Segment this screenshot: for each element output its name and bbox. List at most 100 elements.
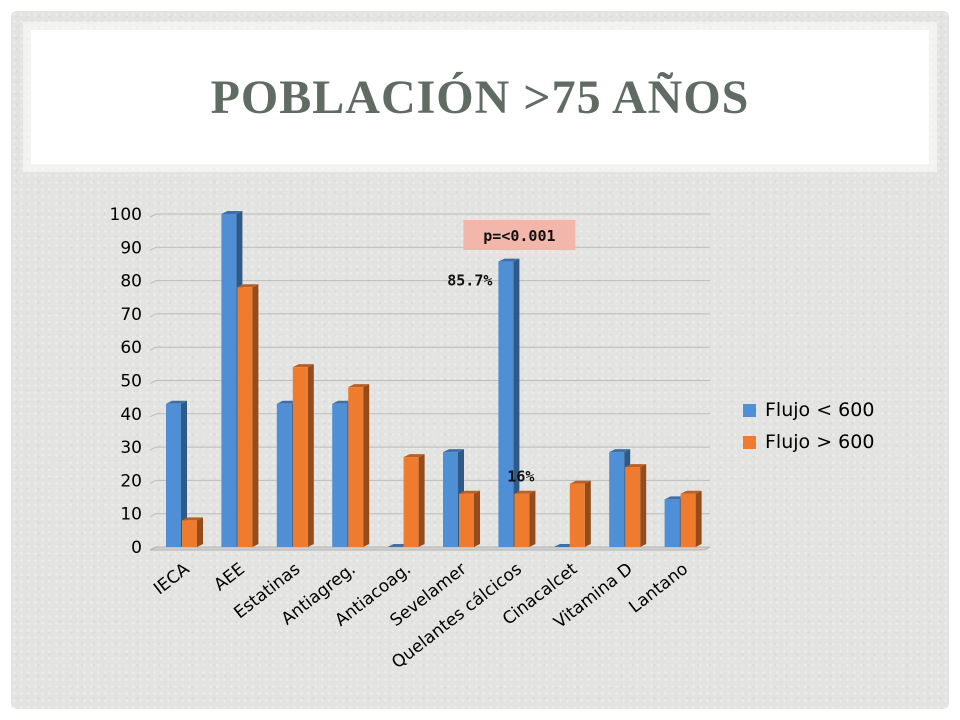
y-tick-label: 80 bbox=[120, 272, 142, 292]
chart-floor-plane bbox=[149, 546, 711, 551]
x-tick-label: AEE bbox=[210, 559, 248, 595]
bar-front bbox=[459, 493, 474, 547]
x-axis-labels: IECA AEEEstatinasAntiagreg.Antiacoag.Seve… bbox=[150, 559, 692, 673]
bar-top bbox=[443, 449, 464, 453]
bar-top bbox=[166, 400, 187, 404]
y-tick-label: 10 bbox=[120, 505, 142, 525]
bar bbox=[237, 284, 259, 547]
data-label: 85.7% bbox=[447, 272, 492, 290]
bar-top bbox=[459, 490, 480, 494]
bar-top bbox=[569, 480, 591, 484]
bar bbox=[625, 464, 647, 547]
bar-top bbox=[292, 364, 314, 368]
y-axis-ticks: 0 10 20 30 40 50 60 70 80 90 100 bbox=[110, 205, 142, 558]
y-tick-label: 0 bbox=[131, 538, 142, 558]
bar bbox=[348, 384, 370, 547]
y-tick-label: 70 bbox=[120, 305, 142, 325]
bar-front bbox=[292, 367, 308, 547]
gridline-depth bbox=[149, 346, 157, 351]
y-tick-label: 20 bbox=[120, 471, 142, 491]
bar-top bbox=[348, 384, 370, 388]
legend-swatch bbox=[743, 404, 756, 417]
bar bbox=[514, 490, 536, 547]
title-box: POBLACIÓN >75 AÑOS bbox=[31, 30, 929, 164]
x-tick-label: IECA bbox=[150, 559, 194, 599]
bar-front bbox=[514, 493, 530, 547]
y-tick-label: 40 bbox=[120, 405, 142, 425]
gridline-depth bbox=[149, 513, 157, 518]
slide-background: POBLACIÓN >75 AÑOS bbox=[11, 11, 949, 709]
bar bbox=[166, 400, 187, 547]
gridline-depth bbox=[149, 380, 157, 384]
bar-front bbox=[332, 403, 348, 547]
bar bbox=[403, 454, 425, 547]
bar-side bbox=[252, 284, 259, 547]
bar bbox=[292, 364, 314, 547]
bar-top bbox=[514, 490, 536, 494]
bar-front bbox=[182, 520, 197, 547]
bar-top bbox=[332, 400, 354, 404]
bar-front bbox=[403, 457, 419, 547]
chart-bars bbox=[166, 211, 702, 547]
bar-side bbox=[307, 364, 314, 547]
gridline-depth bbox=[149, 413, 157, 418]
bar-side bbox=[363, 384, 370, 547]
bar-side bbox=[584, 480, 591, 547]
bar-front bbox=[443, 452, 458, 547]
bar-top bbox=[625, 464, 647, 468]
bar bbox=[182, 517, 203, 547]
bar-front bbox=[221, 214, 237, 547]
chart-annotations: p=<0.001 85.7% 16% bbox=[447, 220, 576, 486]
bar bbox=[387, 544, 409, 547]
bar-front bbox=[625, 467, 641, 547]
bar-top bbox=[498, 258, 520, 262]
chart-floor bbox=[149, 546, 711, 551]
legend-swatch bbox=[743, 436, 756, 449]
bar-side bbox=[197, 517, 203, 547]
bar bbox=[569, 480, 591, 547]
bar-top bbox=[680, 490, 702, 494]
bar bbox=[459, 490, 480, 547]
bar-side bbox=[418, 454, 425, 547]
gridline-depth bbox=[149, 479, 157, 484]
bar-top bbox=[553, 544, 575, 547]
bar-side bbox=[529, 490, 536, 547]
bar-top bbox=[182, 517, 203, 521]
bar-front bbox=[276, 403, 292, 547]
legend-label: Flujo > 600 bbox=[765, 431, 874, 453]
y-tick-label: 100 bbox=[110, 205, 142, 225]
y-tick-label: 90 bbox=[120, 238, 142, 258]
legend-entry: Flujo < 600 bbox=[743, 399, 874, 421]
bar-front bbox=[348, 387, 364, 547]
slide-title: POBLACIÓN >75 AÑOS bbox=[210, 70, 750, 124]
x-tick-label: Lantano bbox=[625, 559, 692, 617]
bar-front bbox=[680, 493, 696, 547]
bar-front bbox=[569, 483, 585, 547]
chart-legend: Flujo < 600 Flujo > 600 bbox=[743, 399, 874, 453]
gridline-depth bbox=[149, 446, 157, 451]
bar-top bbox=[221, 211, 243, 214]
bar bbox=[680, 490, 702, 547]
bar-side bbox=[181, 400, 187, 547]
p-value-box bbox=[463, 220, 576, 250]
p-value-label: p=<0.001 bbox=[483, 227, 555, 245]
bar-front bbox=[664, 499, 680, 547]
bar-side bbox=[474, 490, 480, 547]
y-tick-label: 30 bbox=[120, 438, 142, 458]
bar-front bbox=[498, 261, 514, 547]
bar-side bbox=[513, 258, 520, 547]
y-tick-label: 50 bbox=[120, 372, 142, 392]
gridline-depth bbox=[149, 246, 157, 251]
bar-top bbox=[237, 284, 259, 288]
bar-top bbox=[403, 454, 425, 458]
bar-front bbox=[609, 452, 625, 547]
data-label: 16% bbox=[507, 468, 534, 486]
y-tick-label: 60 bbox=[120, 338, 142, 358]
bar-front bbox=[166, 403, 181, 547]
bar-top bbox=[276, 400, 298, 404]
bar-top bbox=[609, 449, 631, 453]
legend-label: Flujo < 600 bbox=[765, 399, 874, 421]
gridline-depth bbox=[149, 280, 157, 285]
bar-side bbox=[640, 464, 647, 547]
